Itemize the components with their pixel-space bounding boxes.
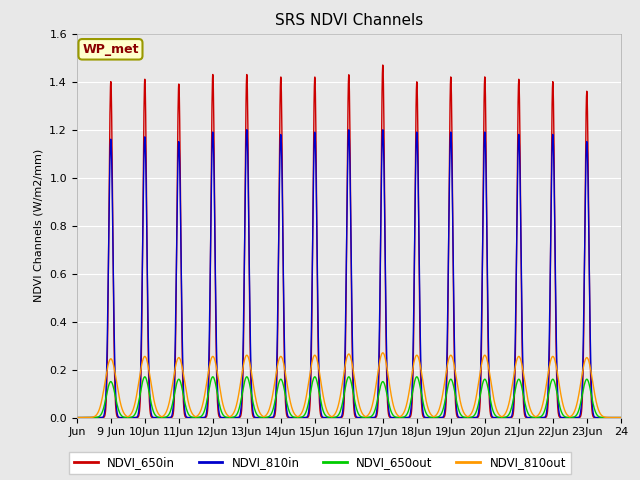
Text: WP_met: WP_met bbox=[82, 43, 139, 56]
Y-axis label: NDVI Channels (W/m2/mm): NDVI Channels (W/m2/mm) bbox=[34, 149, 44, 302]
Legend: NDVI_650in, NDVI_810in, NDVI_650out, NDVI_810out: NDVI_650in, NDVI_810in, NDVI_650out, NDV… bbox=[69, 452, 571, 474]
Title: SRS NDVI Channels: SRS NDVI Channels bbox=[275, 13, 423, 28]
